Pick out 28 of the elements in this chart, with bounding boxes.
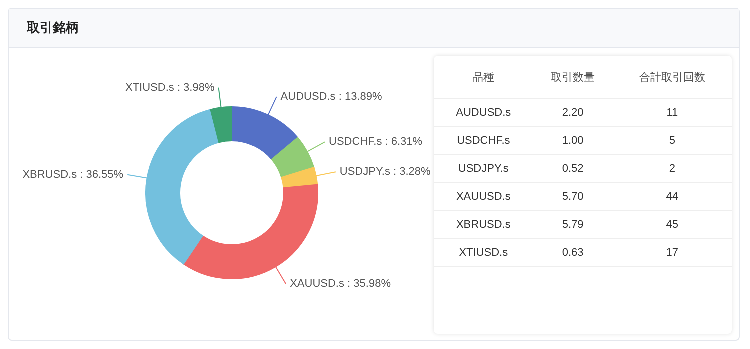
data-label: 5.79 — [533, 210, 613, 238]
category-label: USDCHF.s — [434, 126, 534, 154]
data-label: 17 — [612, 238, 732, 266]
data-label: 5 — [612, 126, 732, 154]
chart-title: 取引銘柄 — [9, 9, 739, 48]
data-label: 2.20 — [533, 98, 613, 126]
category-label: AUDUSD.s — [434, 98, 534, 126]
slice-label: XTIUSD.s : 3.98% — [126, 82, 215, 94]
category-label: XBRUSD.s — [434, 210, 534, 238]
category-label: XTIUSD.s — [434, 238, 534, 266]
slice-label: USDJPY.s : 3.28% — [340, 166, 432, 178]
data-label: 0.63 — [533, 238, 613, 266]
slice-label: XBRUSD.s : 36.55% — [22, 168, 124, 181]
data-label: 45 — [612, 210, 732, 238]
slice-label: USDCHF.s : 6.31% — [329, 136, 423, 148]
data-label: 5.70 — [533, 182, 613, 210]
data-label: 2 — [612, 154, 732, 182]
text: 合計取引回数 — [612, 56, 732, 98]
category-label: USDJPY.s — [434, 154, 534, 182]
data-label: 44 — [612, 182, 732, 210]
category-label: XAUUSD.s — [434, 182, 534, 210]
data-label: 1.00 — [533, 126, 613, 154]
slice-label: XAUUSD.s : 35.98% — [290, 278, 392, 290]
data-label: 0.52 — [533, 154, 613, 182]
text: 品種 — [434, 56, 534, 98]
series-label: 取引数量 — [533, 56, 613, 98]
slice-label: AUDUSD.s : 13.89% — [280, 90, 383, 103]
data-label: 11 — [612, 98, 732, 126]
